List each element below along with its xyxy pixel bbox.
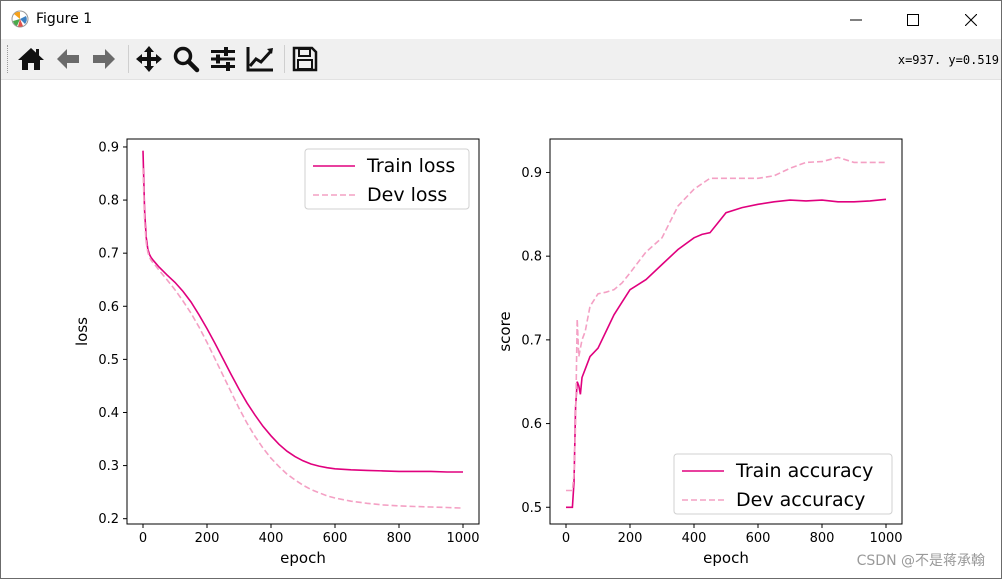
pan-button[interactable]	[134, 45, 164, 73]
toolbar-separator	[128, 45, 129, 73]
save-icon	[292, 46, 318, 72]
x-tick-label: 800	[810, 531, 835, 546]
minimize-button[interactable]	[827, 1, 885, 39]
x-tick-label: 200	[195, 531, 220, 546]
x-tick-label: 1000	[446, 531, 479, 546]
y-tick-label: 0.5	[521, 501, 542, 516]
legend-label: Train accuracy	[735, 460, 873, 482]
y-tick-label: 0.2	[98, 512, 119, 527]
forward-arrow-icon	[93, 49, 115, 69]
legend-label: Dev accuracy	[736, 489, 865, 511]
legend-label: Train loss	[366, 155, 455, 177]
window-title: Figure 1	[36, 11, 93, 27]
series-line-dev	[566, 156, 886, 492]
zoom-button[interactable]	[171, 45, 201, 73]
legend-label: Dev loss	[367, 184, 447, 206]
chart-2: 0 200 400 600 800 1000 0.5 0.6 0.7 0.8 0.9 epoch sco…	[496, 138, 903, 567]
save-button[interactable]	[290, 45, 320, 73]
legend: Train loss Dev loss	[304, 148, 470, 210]
axes-frame	[126, 138, 480, 525]
watermark: CSDN @不是蒋承翰	[856, 553, 985, 569]
close-button[interactable]	[942, 1, 1000, 39]
zoom-icon	[173, 46, 200, 73]
x-axis-label: epoch	[280, 549, 326, 567]
y-axis-label: loss	[73, 317, 91, 346]
x-tick-label: 600	[746, 531, 771, 546]
back-arrow-icon	[57, 49, 79, 69]
home-icon	[18, 48, 44, 70]
edit-axis-icon	[246, 47, 273, 72]
x-tick-label: 400	[259, 531, 284, 546]
title-bar: Figure 1	[1, 1, 1001, 39]
back-button[interactable]	[53, 45, 83, 73]
x-tick-label: 800	[387, 531, 412, 546]
figure-svg: 0 200 400 600 800 1000 0.2 0.3 0.4 0.5 0.6 0.7 0.8 0.…	[73, 138, 903, 567]
y-tick-label: 0.6	[521, 417, 542, 432]
pan-icon	[136, 46, 162, 72]
x-axis-label: epoch	[703, 549, 749, 567]
x-tick-label: 0	[562, 531, 570, 546]
y-tick-label: 0.8	[521, 250, 542, 265]
configure-subplots-icon	[211, 47, 235, 71]
home-button[interactable]	[16, 45, 46, 73]
configure-subplots-button[interactable]	[208, 45, 238, 73]
x-tick-label: 400	[682, 531, 707, 546]
x-tick-label: 600	[323, 531, 348, 546]
series-line-dev	[142, 168, 464, 509]
x-tick-label: 200	[618, 531, 643, 546]
axes-frame	[549, 138, 903, 525]
y-tick-label: 0.7	[98, 247, 119, 262]
y-tick-label: 0.3	[98, 459, 119, 474]
y-tick-label: 0.6	[98, 300, 119, 315]
forward-button[interactable]	[89, 45, 119, 73]
series-line-train	[566, 198, 887, 509]
x-tick-label: 0	[139, 531, 147, 546]
chart-1: 0 200 400 600 800 1000 0.2 0.3 0.4 0.5 0.6 0.7 0.8 0.…	[73, 138, 480, 567]
matplotlib-logo-icon	[11, 10, 29, 28]
toolbar-grip	[7, 45, 10, 73]
y-tick-label: 0.9	[98, 140, 119, 155]
toolbar-separator	[284, 45, 285, 73]
legend: Train accuracy Dev accuracy	[673, 453, 893, 515]
y-tick-label: 0.8	[98, 194, 119, 209]
legend-box	[304, 148, 470, 210]
minimize-icon	[850, 19, 862, 21]
edit-axis-button[interactable]	[245, 45, 275, 73]
series-line-train	[142, 150, 463, 473]
cursor-coordinates: x=937. y=0.519	[897, 53, 999, 67]
legend-box	[673, 453, 893, 515]
maximize-icon	[907, 14, 919, 26]
y-tick-label: 0.4	[98, 406, 119, 421]
y-tick-label: 0.5	[98, 353, 119, 368]
y-tick-label: 0.7	[521, 333, 542, 348]
x-tick-label: 1000	[869, 531, 902, 546]
maximize-button[interactable]	[884, 1, 942, 39]
close-icon	[965, 14, 977, 26]
y-axis-label: score	[496, 311, 514, 351]
navigation-toolbar: x=937. y=0.519	[1, 39, 1001, 80]
figure-canvas: 0 200 400 600 800 1000 0.2 0.3 0.4 0.5 0.6 0.7 0.8 0.…	[1, 79, 1001, 578]
y-tick-label: 0.9	[521, 166, 542, 181]
